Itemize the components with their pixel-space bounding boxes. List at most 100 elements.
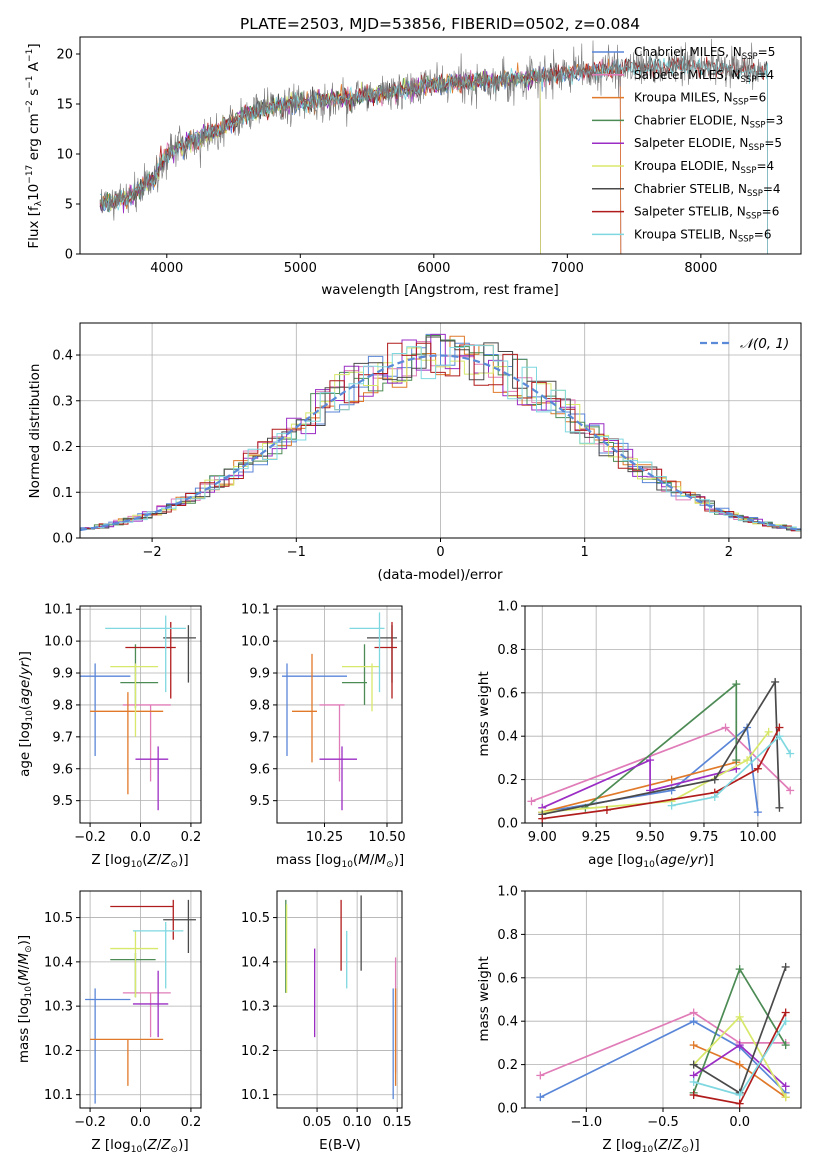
legend-label: 𝒩(0, 1)	[740, 336, 789, 352]
mass-weight-marker	[536, 1071, 545, 1080]
y-axis-label: Flux [fλ10−17 erg cm−2 s−1 A−1]	[25, 43, 44, 248]
mass-vs-z-panel: −0.2 0.0 0.2 10.1 10.2 10.3 10.4 10.5	[44, 890, 202, 1130]
error-bar-point	[110, 899, 174, 940]
error-bar-point	[349, 612, 385, 693]
mass-weight-marker	[646, 756, 655, 765]
y-tick-label: 0.2	[497, 1058, 518, 1073]
legend-label: Kroupa STELIB, NSSP=6	[634, 227, 772, 244]
x-tick-label: 9.00	[528, 830, 557, 845]
y-tick-label: 10.2	[44, 1044, 73, 1059]
y-tick-label: 10	[56, 148, 73, 163]
mass-weight-marker	[732, 756, 741, 765]
mass-vs-ebv-panel: 0.05 0.10 0.15 10.1 10.2 10.3 10.4 10.5	[241, 890, 412, 1130]
x-tick-label: 9.75	[689, 830, 718, 845]
mass-weight-marker	[527, 797, 536, 806]
histogram-step	[84, 341, 801, 532]
error-bar-point	[110, 930, 159, 998]
mass-weight-line	[542, 727, 781, 820]
x-tick-label: 0.15	[383, 1115, 412, 1130]
y-tick-label: 9.9	[249, 667, 270, 682]
y-tick-label: 9.6	[52, 762, 73, 777]
error-bar-point	[342, 663, 380, 712]
y-tick-label: 10.3	[241, 1000, 270, 1015]
y-tick-label: 0.0	[497, 817, 518, 832]
y-tick-label: 0.2	[497, 773, 518, 788]
legend-label: Salpeter MILES, NSSP=4	[634, 68, 774, 85]
mass-weight-marker	[735, 1060, 744, 1069]
mass-weight-line	[539, 1011, 786, 1077]
mass-weight-marker	[602, 805, 611, 814]
x-tick-label: 4000	[150, 261, 183, 276]
y-tick-label: 9.8	[52, 698, 73, 713]
mass-weight-marker	[753, 808, 762, 817]
y-tick-label: 1.0	[497, 600, 518, 615]
mass-weight-marker	[735, 965, 744, 974]
y-tick-label: 10.1	[241, 603, 270, 618]
x-tick-label: −1	[287, 545, 306, 560]
legend-label: Kroupa ELODIE, NSSP=4	[634, 159, 774, 176]
y-tick-label: 5	[65, 198, 73, 213]
x-tick-label: 9.25	[582, 830, 611, 845]
y-axis-label: mass weight	[476, 671, 492, 756]
y-tick-label: 10.5	[241, 911, 270, 926]
error-bar-point	[319, 704, 345, 782]
age-vs-mass-plot-area	[282, 612, 397, 811]
mass-weight-marker	[735, 1099, 744, 1108]
x-tick-label: 0.10	[343, 1115, 372, 1130]
y-tick-label: 0.4	[497, 730, 518, 745]
axes-frame	[79, 36, 802, 255]
residual-histogram-panel: −2 −1 0 1 2 0.0 0.1 0.2 0.3 0.4 𝒩(0, 1) (data-model…	[27, 322, 802, 583]
age-vs-z-panel: −0.2 0.0 0.2 9.5 9.6 9.7 9.8 9.9 10.0 10.1	[44, 603, 202, 845]
y-tick-label: 0.8	[497, 643, 518, 658]
error-bar-point	[163, 625, 196, 683]
mass-weight-line	[539, 1020, 787, 1098]
mass-weight-marker	[781, 1041, 790, 1050]
mass-vs-z-plot-area	[85, 899, 196, 1104]
mass-weight-marker	[689, 1041, 698, 1050]
mass-weight-marker	[781, 1093, 790, 1102]
histogram-step	[84, 342, 801, 532]
legend-label: Kroupa MILES, NSSP=6	[634, 91, 766, 108]
error-bar-point	[105, 615, 186, 693]
age-vs-z-frame: −0.2 0.0 0.2 9.5 9.6 9.7 9.8 9.9 10.0 10.1	[44, 603, 202, 845]
y-axis-label: Normed distribution	[27, 364, 43, 499]
x-tick-label: 10.25	[306, 830, 343, 845]
x-axis-label: Z [log10(Z/Z⊙)]	[91, 852, 188, 870]
x-tick-label: 0.0	[729, 1115, 750, 1130]
spectrum-frame: 4000 5000 6000 7000 8000 0 5 10 15 20	[56, 36, 802, 276]
y-tick-label: 0	[65, 248, 73, 263]
x-tick-label: −0.5	[647, 1115, 679, 1130]
error-bar-point	[135, 746, 169, 811]
y-tick-label: 9.8	[249, 698, 270, 713]
x-tick-label: 10.50	[368, 830, 405, 845]
legend-label: Salpeter ELODIE, NSSP=5	[634, 136, 782, 153]
age-vs-mass-panel: 10.25 10.50 9.5 9.6 9.7 9.8 9.9 10.0 10.1	[241, 603, 406, 845]
mass-weight-marker	[764, 727, 773, 736]
mass-weight-line	[584, 682, 738, 809]
weight-vs-z-plot-area	[536, 962, 790, 1108]
mass-weight-marker	[710, 775, 719, 784]
x-axis-label: Z [log10(Z/Z⊙)]	[602, 1137, 699, 1155]
y-tick-label: 10.2	[241, 1044, 270, 1059]
mass-weight-line	[542, 731, 770, 813]
error-bar-point	[110, 663, 159, 737]
x-tick-label: 6000	[417, 261, 450, 276]
mass-weight-marker	[786, 749, 795, 758]
mass-weight-marker	[775, 723, 784, 732]
y-tick-label: 9.7	[52, 730, 73, 745]
mass-weight-line	[542, 679, 781, 816]
weight-vs-z-panel: −1.0 −0.5 0.0 0.0 0.2 0.4 0.6 0.8 1.0	[497, 885, 802, 1130]
y-tick-label: 0.4	[52, 349, 73, 364]
x-tick-label: 7000	[551, 261, 584, 276]
x-tick-label: 0	[436, 545, 444, 560]
mass-weight-marker	[732, 680, 741, 689]
y-tick-label: 0.6	[497, 971, 518, 986]
y-tick-label: 10.3	[44, 1000, 73, 1015]
mass-weight-marker	[743, 756, 752, 765]
y-tick-label: 10.0	[241, 635, 270, 650]
mass-weight-marker	[781, 1008, 790, 1017]
spectrum-plot-area	[99, 38, 768, 254]
error-bar-point	[132, 970, 169, 1038]
legend-label: Salpeter STELIB, NSSP=6	[634, 205, 779, 222]
